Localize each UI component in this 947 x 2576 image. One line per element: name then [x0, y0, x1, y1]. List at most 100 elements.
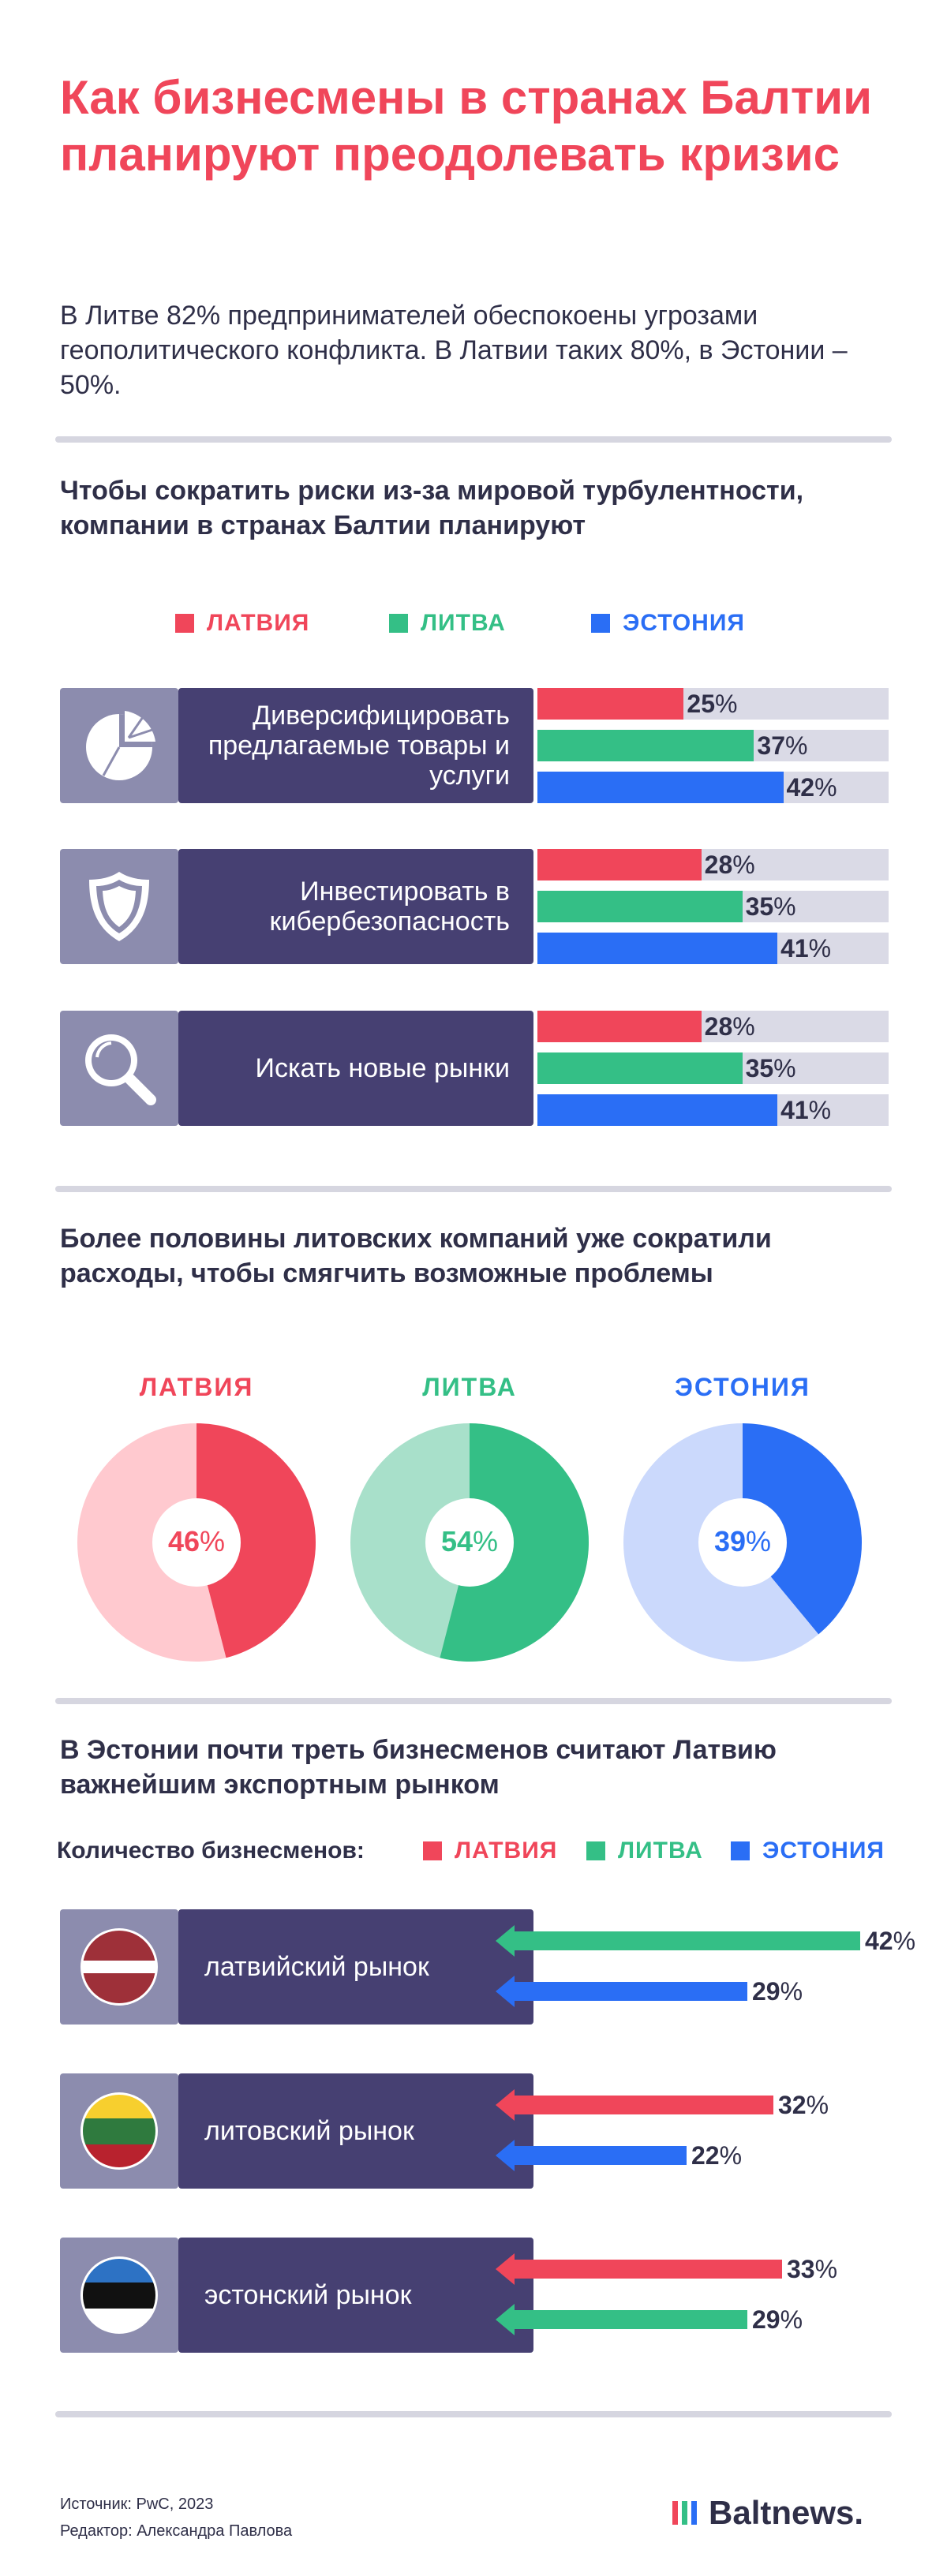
arrow-value: 32%	[778, 2091, 829, 2119]
bar-value: 41%	[780, 934, 832, 963]
strategy-label: Диверсифицировать предлагаемые товары и …	[208, 701, 510, 791]
bar-литва	[537, 730, 754, 761]
donut-slice	[440, 1423, 589, 1662]
legend-latvia-label: ЛАТВИЯ	[455, 1838, 558, 1864]
market-label: литовский рынок	[204, 2115, 414, 2146]
latvia-flag-icon	[80, 1928, 158, 2006]
bar-эстония	[537, 1094, 778, 1126]
legend-lithuania-label: ЛИТВА	[421, 610, 506, 636]
legend-lithuania-label: ЛИТВА	[618, 1838, 703, 1864]
strategy-label: Инвестировать в кибербезопасность	[269, 877, 510, 937]
pie-chart-icon-box	[60, 688, 178, 803]
legend-estonia-label: ЭСТОНИЯ	[762, 1838, 885, 1864]
magnifier-icon	[85, 1034, 156, 1105]
bar-литва	[537, 891, 743, 922]
section1-legend: ЛАТВИЯ ЛИТВА ЭСТОНИЯ	[0, 608, 947, 639]
bar-track: 41%	[537, 1094, 889, 1126]
market-label-box: эстонский рынок	[178, 2238, 533, 2353]
strategy-label-box: Инвестировать в кибербезопасность	[178, 849, 533, 964]
source-note: Источник: PwC, 2023	[60, 2496, 214, 2513]
bar-value: 35%	[745, 1054, 796, 1082]
legend-latvia-swatch	[175, 614, 194, 633]
bar-value: 28%	[704, 1012, 755, 1041]
legend-estonia-swatch	[591, 614, 610, 633]
legend-latvia-swatch	[423, 1841, 442, 1860]
bar-track: 41%	[537, 933, 889, 964]
strategy-bars: 25% 37% 42%	[537, 688, 889, 803]
divider	[55, 1698, 892, 1704]
donut-эстония	[623, 1423, 862, 1662]
divider	[55, 2411, 892, 2417]
pie-chart-icon	[86, 711, 155, 780]
strategy-label-box: Диверсифицировать предлагаемые товары и …	[178, 688, 533, 803]
legend-latvia: ЛАТВИЯ	[175, 610, 309, 637]
legend-lithuania-swatch	[586, 1841, 605, 1860]
legend-lithuania: ЛИТВА	[389, 610, 506, 637]
legend-estonia: ЭСТОНИЯ	[731, 1838, 885, 1864]
legend-lithuania-swatch	[389, 614, 408, 633]
brand-logo: Baltnews.	[672, 2493, 863, 2533]
donut-литва	[350, 1423, 589, 1662]
bar-латвия	[537, 688, 684, 720]
strategy-bars: 28% 35% 41%	[537, 849, 889, 964]
arrow-литва	[496, 2304, 747, 2335]
bar-латвия	[537, 1011, 702, 1042]
donut-label: ЛАТВИЯ	[139, 1373, 254, 1401]
donut-hole	[698, 1498, 787, 1587]
shield-icon	[89, 872, 149, 941]
section2-title: Более половины литовских компаний уже со…	[60, 1224, 772, 1288]
donut-label: ЭСТОНИЯ	[675, 1373, 810, 1401]
strategy-label-box: Искать новые рынки	[178, 1011, 533, 1126]
lithuania-flag-icon	[80, 2092, 158, 2170]
strategy-bars: 28% 35% 41%	[537, 1011, 889, 1126]
legend-lithuania: ЛИТВА	[586, 1838, 703, 1864]
arrow-эстония	[496, 2140, 687, 2171]
latvia-flag-box	[60, 1909, 178, 2025]
market-label: латвийский рынок	[204, 1951, 429, 1982]
bar-value: 28%	[704, 851, 755, 879]
strategy-row-diversify: Диверсифицировать предлагаемые товары и …	[60, 688, 889, 803]
arrow-value: 42%	[865, 1927, 916, 1955]
market-row-estonia: эстонский рынок 33% 29%	[60, 2238, 896, 2353]
strategy-row-cybersecurity: Инвестировать в кибербезопасность 28% 35%…	[60, 849, 889, 964]
brand-bars-icon	[672, 2501, 701, 2525]
legend-estonia: ЭСТОНИЯ	[591, 610, 745, 637]
bar-track: 28%	[537, 1011, 889, 1042]
bar-track: 35%	[537, 891, 889, 922]
arrow-латвия	[496, 2253, 782, 2285]
donut-slice	[197, 1423, 316, 1658]
divider	[55, 1186, 892, 1192]
legend-prefix: Количество бизнесменов:	[57, 1838, 365, 1864]
bar-track: 25%	[537, 688, 889, 720]
bar-value: 35%	[745, 892, 796, 921]
market-label-box: литовский рынок	[178, 2073, 533, 2189]
brand-name: Baltnews.	[709, 2494, 864, 2531]
shield-icon-box	[60, 849, 178, 964]
market-label-box: латвийский рынок	[178, 1909, 533, 2025]
magnifier-icon-box	[60, 1011, 178, 1126]
lithuania-flag-box	[60, 2073, 178, 2189]
market-row-latvia: латвийский рынок 42% 29%	[60, 1909, 915, 2025]
donut-латвия	[77, 1423, 316, 1662]
arrow-value: 29%	[752, 1977, 803, 2006]
bar-value: 42%	[786, 773, 837, 802]
bar-track: 35%	[537, 1052, 889, 1084]
strategy-row-new-markets: Искать новые рынки 28% 35% 41%	[60, 1011, 889, 1126]
bar-эстония	[537, 933, 778, 964]
arrow-литва	[496, 1925, 860, 1957]
donut-hole	[152, 1498, 241, 1587]
bar-track: 42%	[537, 772, 889, 803]
strategy-label: Искать новые рынки	[255, 1053, 511, 1083]
section3-title: В Эстонии почти треть бизнесменов считаю…	[60, 1735, 777, 1800]
bar-value: 37%	[757, 731, 808, 760]
legend-estonia-label: ЭСТОНИЯ	[623, 610, 745, 636]
page-title: Как бизнесмены в странах Балтии планирую…	[60, 71, 873, 181]
bar-value: 25%	[687, 690, 738, 718]
donut-slice	[743, 1423, 862, 1635]
section1-title: Чтобы сократить риски из-за мировой турб…	[60, 476, 804, 540]
donut-label: ЛИТВА	[422, 1373, 517, 1401]
arrow-value: 29%	[752, 2305, 803, 2334]
legend-estonia-swatch	[731, 1841, 750, 1860]
divider	[55, 436, 892, 443]
market-label: эстонский рынок	[204, 2279, 412, 2310]
